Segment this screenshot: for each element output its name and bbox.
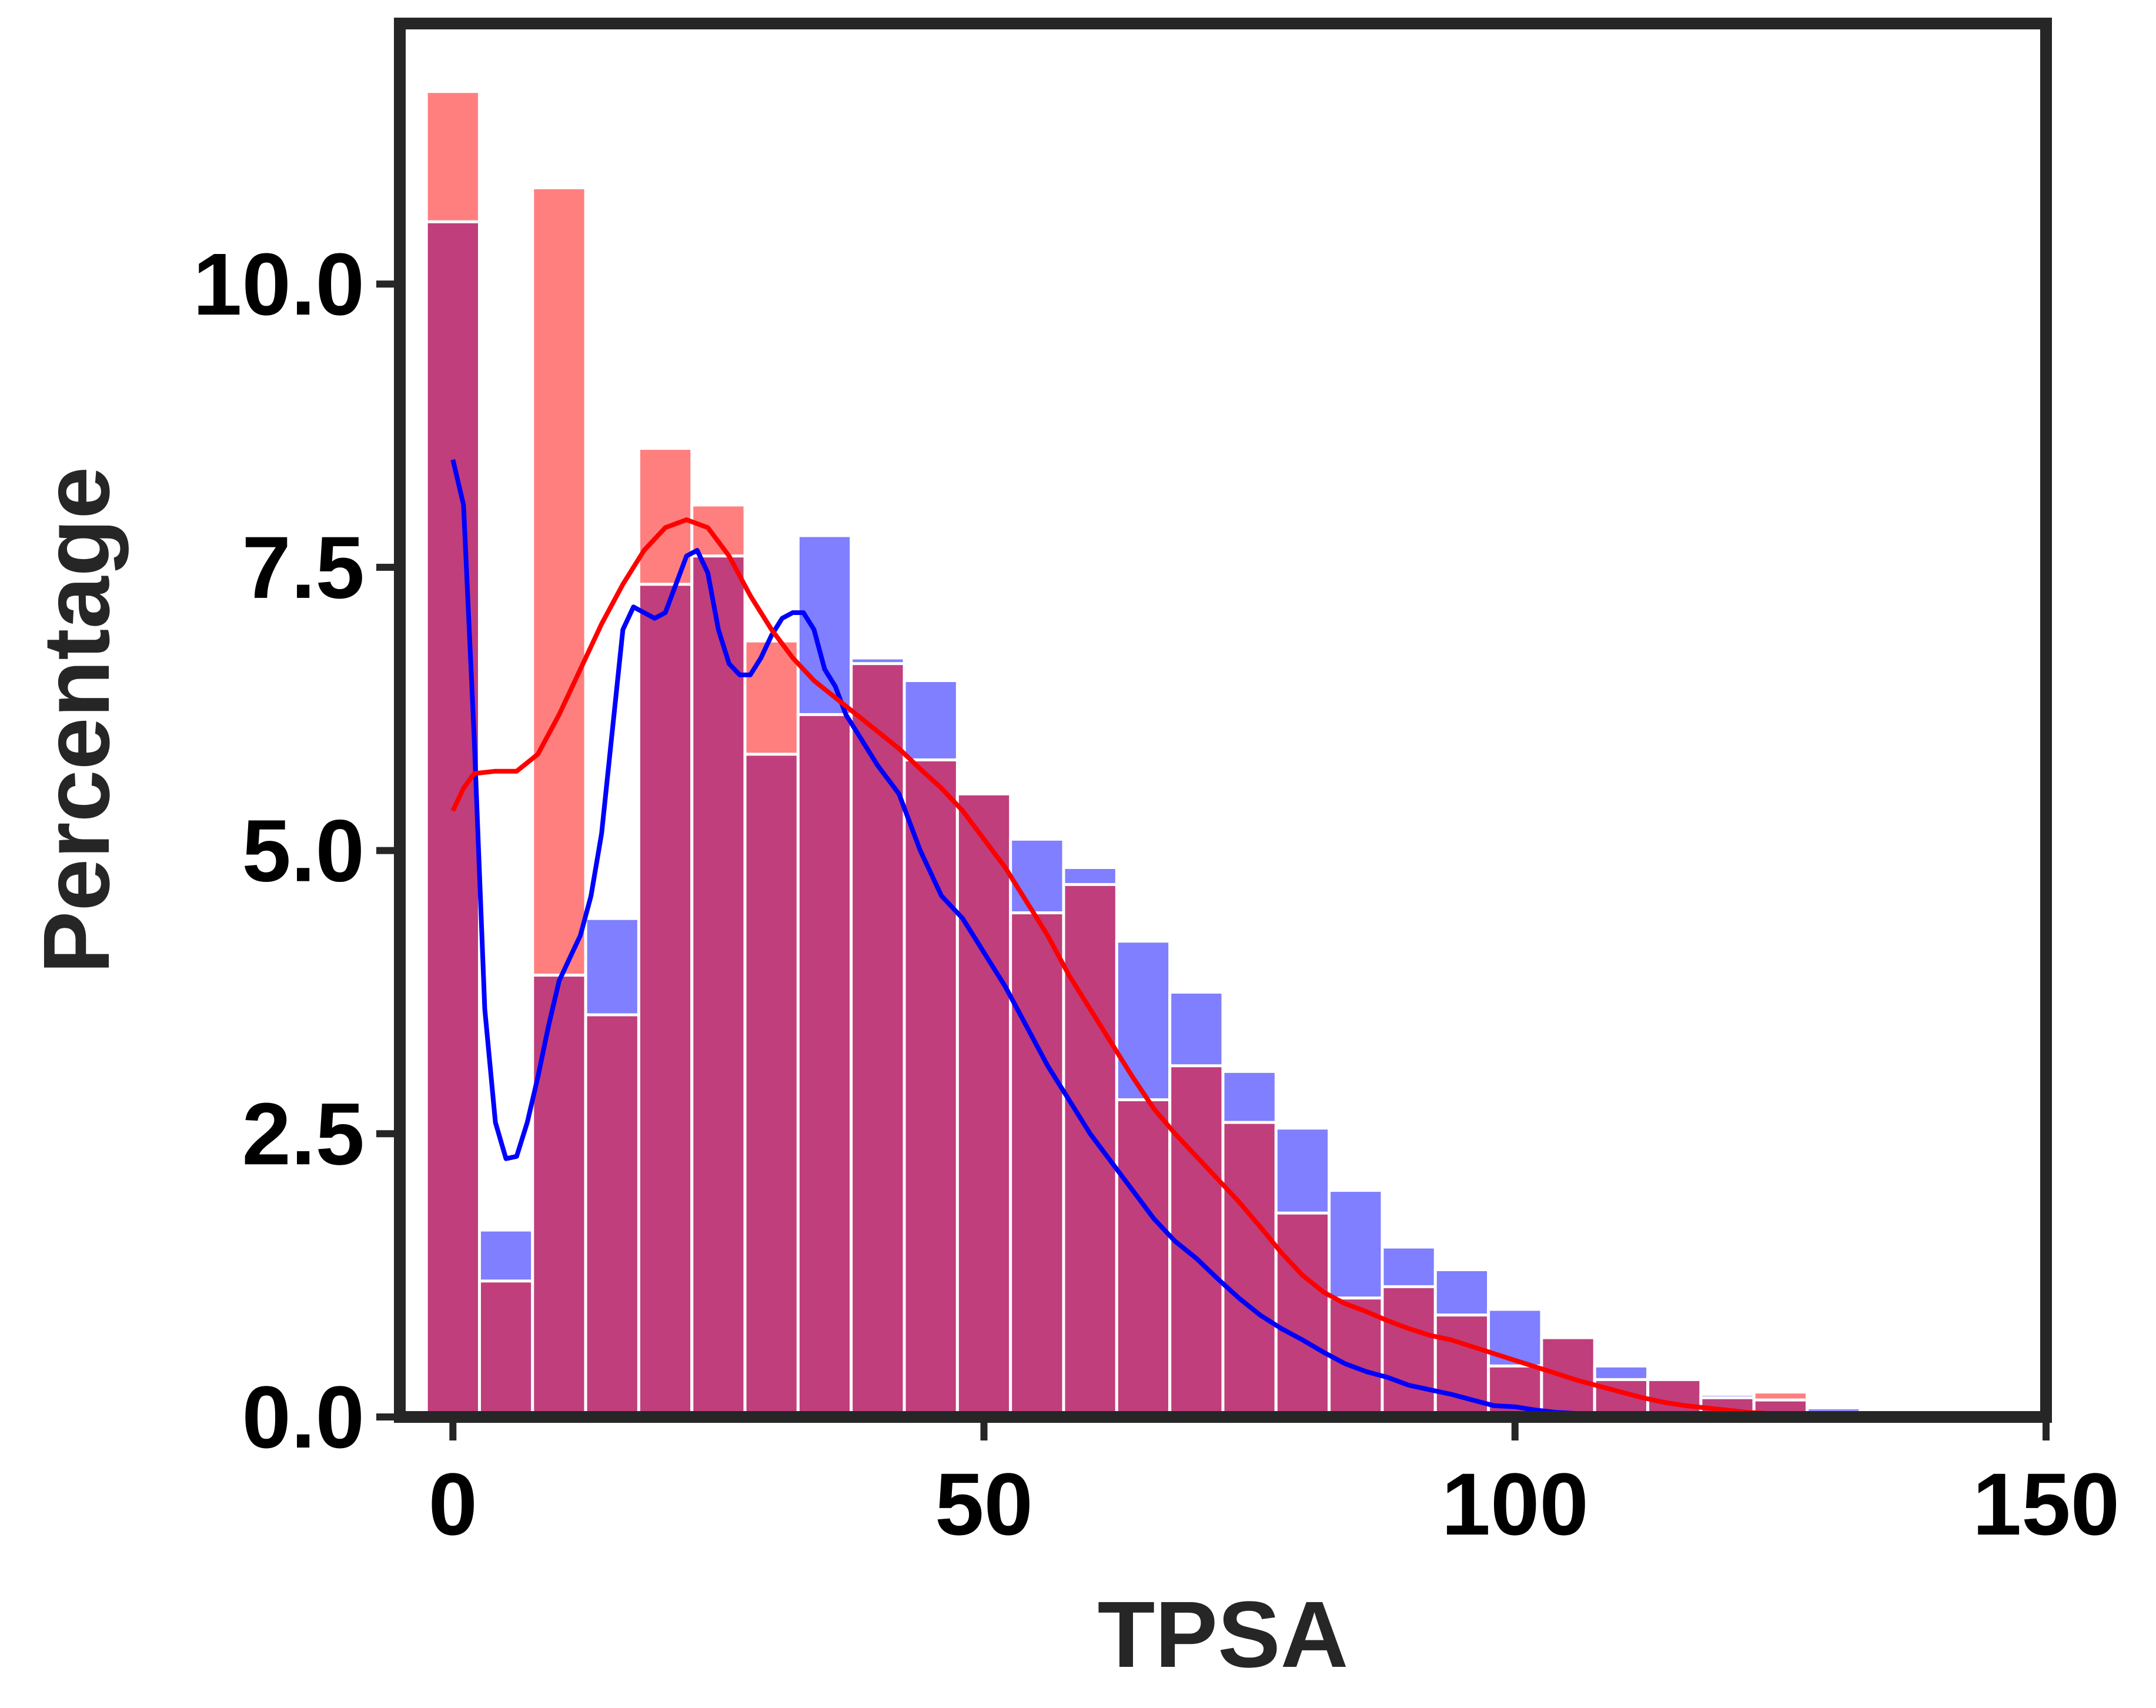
- y-tick-label-1: 2.5: [242, 1084, 365, 1183]
- bar-overlap-5: [690, 554, 747, 1419]
- y-tick-label-0: 0.0: [242, 1368, 365, 1466]
- y-tick-label-4: 10.0: [193, 235, 365, 333]
- bar-overlap-6: [743, 753, 800, 1419]
- plot-frame: [394, 18, 2052, 1423]
- bar-overlap-1: [477, 1279, 534, 1419]
- y-tick-label-2: 5.0: [242, 801, 365, 900]
- bar-overlap-23: [1646, 1378, 1703, 1419]
- x-axis-title: TPSA: [1098, 1582, 1349, 1687]
- bar-overlap-8: [850, 662, 906, 1419]
- bars-layer: [424, 90, 2021, 1419]
- y-axis-title: Percentage: [24, 467, 129, 974]
- x-tick-label-2: 100: [1442, 1455, 1589, 1553]
- x-tick-label-0: 0: [429, 1455, 477, 1553]
- bar-overlap-15: [1221, 1121, 1278, 1419]
- bar-overlap-13: [1115, 1098, 1172, 1419]
- kde-line-series-a: [450, 517, 1898, 1419]
- bar-overlap-7: [796, 713, 853, 1419]
- bar-overlap-9: [902, 758, 959, 1419]
- bar-overlap-10: [955, 792, 1012, 1419]
- x-tick-label-3: 150: [1973, 1455, 2120, 1553]
- bar-overlap-3: [584, 1013, 640, 1419]
- bar-overlap-16: [1274, 1211, 1331, 1419]
- bar-overlap-12: [1062, 883, 1118, 1419]
- bar-overlap-2: [531, 974, 587, 1419]
- bar-overlap-11: [1009, 911, 1065, 1419]
- axes-layer: 0 50 100 150 0.0 2.5 5.0 7.5 10.0: [193, 18, 2120, 1553]
- bar-overlap-4: [637, 583, 694, 1419]
- x-tick-label-1: 50: [935, 1455, 1033, 1553]
- bar-overlap-18: [1380, 1285, 1437, 1419]
- y-tick-label-3: 7.5: [242, 518, 365, 617]
- bar-overlap-0: [424, 220, 481, 1419]
